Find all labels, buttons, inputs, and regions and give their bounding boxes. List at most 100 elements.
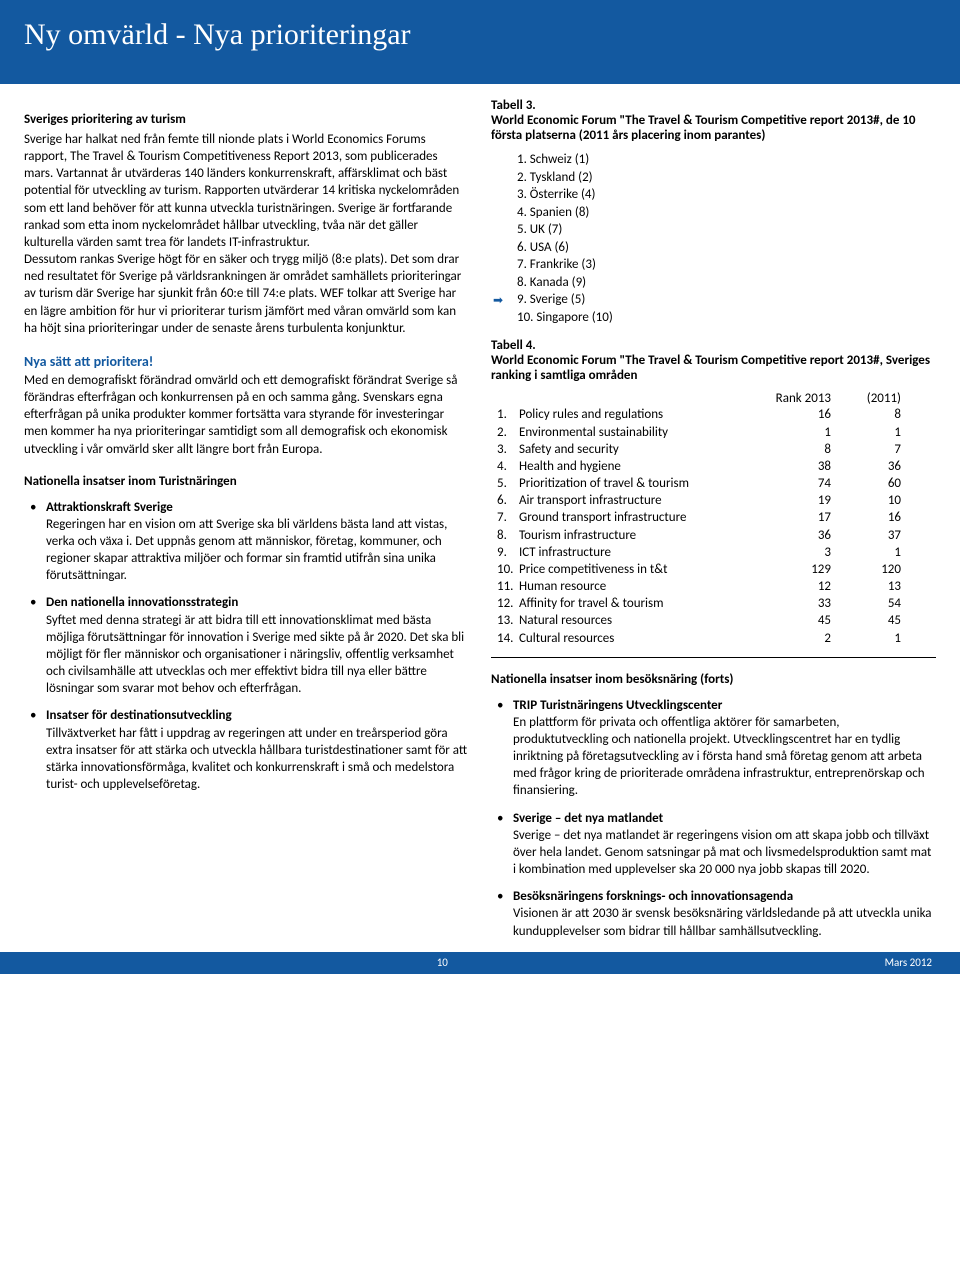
table-row: 6.Air transport infrastructure1910 (491, 492, 936, 509)
row-num: 2. (491, 424, 519, 441)
row-rank2011: 120 (831, 561, 901, 578)
bullet-body: En plattform för privata och offentliga … (513, 714, 936, 800)
header-bar: Ny omvärld - Nya prioriteringar (0, 0, 960, 84)
row-rank2013: 74 (751, 475, 831, 492)
table-row: 3.Safety and security87 (491, 441, 936, 458)
row-rank2011: 7 (831, 441, 901, 458)
row-num: 14. (491, 630, 519, 647)
row-label: Environmental sustainability (519, 424, 751, 441)
content-columns: Sveriges prioritering av turism Sverige … (0, 84, 960, 952)
rank-item: 1. Schweiz (1) (517, 151, 936, 169)
table-row: 4.Health and hygiene3836 (491, 458, 936, 475)
bullet-list: Attraktionskraft Sverige Regeringen har … (24, 499, 469, 794)
row-rank2011: 10 (831, 492, 901, 509)
bullet-item: Den nationella innovationsstrategin Syft… (24, 594, 469, 697)
row-rank2013: 19 (751, 492, 831, 509)
row-rank2011: 13 (831, 578, 901, 595)
bullet-body: Tillväxtverket har fått i uppdrag av reg… (46, 725, 469, 794)
row-rank2013: 36 (751, 527, 831, 544)
table-4: Tabell 4. World Economic Forum "The Trav… (491, 338, 936, 646)
bullet-body: Syftet med denna strategi är att bidra t… (46, 612, 469, 698)
rank-item-highlight: ➡ 9. Sverige (5) (517, 291, 936, 309)
row-label: Cultural resources (519, 630, 751, 647)
table-row: 9.ICT infrastructure31 (491, 544, 936, 561)
row-rank2011: 36 (831, 458, 901, 475)
row-num: 13. (491, 612, 519, 629)
section-heading: Nationella insatser inom Turistnäringen (24, 474, 469, 489)
row-rank2011: 60 (831, 475, 901, 492)
row-num: 10. (491, 561, 519, 578)
row-num: 12. (491, 595, 519, 612)
row-label: Health and hygiene (519, 458, 751, 475)
row-label: Prioritization of travel & tourism (519, 475, 751, 492)
paragraph: Dessutom rankas Sverige högt för en säke… (24, 251, 469, 337)
table-description: World Economic Forum "The Travel & Touri… (491, 113, 936, 143)
row-num: 5. (491, 475, 519, 492)
row-num: 4. (491, 458, 519, 475)
row-label: Human resource (519, 578, 751, 595)
table-header: Rank 2013 (2011) (491, 391, 936, 406)
row-rank2013: 16 (751, 406, 831, 423)
bullet-item: TRIP Turistnäringens Utvecklingscenter E… (491, 697, 936, 800)
rank-item: 4. Spanien (8) (517, 204, 936, 222)
rank-item: 2. Tyskland (2) (517, 169, 936, 187)
bullet-head: TRIP Turistnäringens Utvecklingscenter (513, 697, 936, 714)
table-description: World Economic Forum "The Travel & Touri… (491, 353, 936, 383)
row-label: Price competitiveness in t&t (519, 561, 751, 578)
rank-list: 1. Schweiz (1) 2. Tyskland (2) 3. Österr… (517, 151, 936, 326)
left-column: Sveriges prioritering av turism Sverige … (24, 98, 469, 940)
bullet-item: Insatser för destinationsutveckling Till… (24, 707, 469, 793)
row-rank2013: 33 (751, 595, 831, 612)
bullet-item: Sverige – det nya matlandet Sverige – de… (491, 810, 936, 879)
row-label: Policy rules and regulations (519, 406, 751, 423)
table-row: 1.Policy rules and regulations168 (491, 406, 936, 423)
table-row: 12.Affinity for travel & tourism3354 (491, 595, 936, 612)
bullet-body: Regeringen har en vision om att Sverige … (46, 516, 469, 585)
row-label: Safety and security (519, 441, 751, 458)
row-rank2013: 1 (751, 424, 831, 441)
row-num: 1. (491, 406, 519, 423)
bullet-head: Insatser för destinationsutveckling (46, 707, 469, 724)
table-row: 13.Natural resources4545 (491, 612, 936, 629)
row-num: 11. (491, 578, 519, 595)
bullet-head: Sverige – det nya matlandet (513, 810, 936, 827)
bullet-body: Sverige – det nya matlandet är regeringe… (513, 827, 936, 878)
row-rank2013: 2 (751, 630, 831, 647)
bullet-list: TRIP Turistnäringens Utvecklingscenter E… (491, 697, 936, 940)
row-num: 3. (491, 441, 519, 458)
row-num: 7. (491, 509, 519, 526)
table-row: 14.Cultural resources21 (491, 630, 936, 647)
row-rank2013: 129 (751, 561, 831, 578)
bullet-item: Attraktionskraft Sverige Regeringen har … (24, 499, 469, 585)
row-rank2013: 8 (751, 441, 831, 458)
table-row: 5.Prioritization of travel & tourism7460 (491, 475, 936, 492)
bullet-head: Den nationella innovationsstrategin (46, 594, 469, 611)
table-caption: Tabell 3. (491, 98, 936, 113)
bullet-body: Visionen är att 2030 är svensk besöksnär… (513, 905, 936, 939)
footer-bar: 10 Mars 2012 (0, 952, 960, 974)
page-number: 10 (437, 956, 448, 969)
footer-date: Mars 2012 (885, 956, 932, 969)
bullet-head: Attraktionskraft Sverige (46, 499, 469, 516)
row-num: 9. (491, 544, 519, 561)
section-heading: Sveriges prioritering av turism (24, 112, 469, 127)
bullet-item: Besöksnäringens forsknings- och innovati… (491, 888, 936, 939)
rank-item: 3. Österrike (4) (517, 186, 936, 204)
row-rank2013: 38 (751, 458, 831, 475)
rank-item: 5. UK (7) (517, 221, 936, 239)
rank-item: 9. Sverige (5) (517, 292, 585, 307)
rank-item: 8. Kanada (9) (517, 274, 936, 292)
table-row: 8.Tourism infrastructure3637 (491, 527, 936, 544)
table-row: 7.Ground transport infrastructure1716 (491, 509, 936, 526)
right-column: Tabell 3. World Economic Forum "The Trav… (491, 98, 936, 940)
page: Ny omvärld - Nya prioriteringar Sveriges… (0, 0, 960, 974)
row-rank2013: 45 (751, 612, 831, 629)
row-label: Air transport infrastructure (519, 492, 751, 509)
col-header: (2011) (831, 391, 901, 406)
row-label: ICT infrastructure (519, 544, 751, 561)
rank-item: 7. Frankrike (3) (517, 256, 936, 274)
row-rank2013: 3 (751, 544, 831, 561)
row-rank2013: 12 (751, 578, 831, 595)
rank-item: 10. Singapore (10) (517, 309, 936, 327)
row-rank2011: 54 (831, 595, 901, 612)
